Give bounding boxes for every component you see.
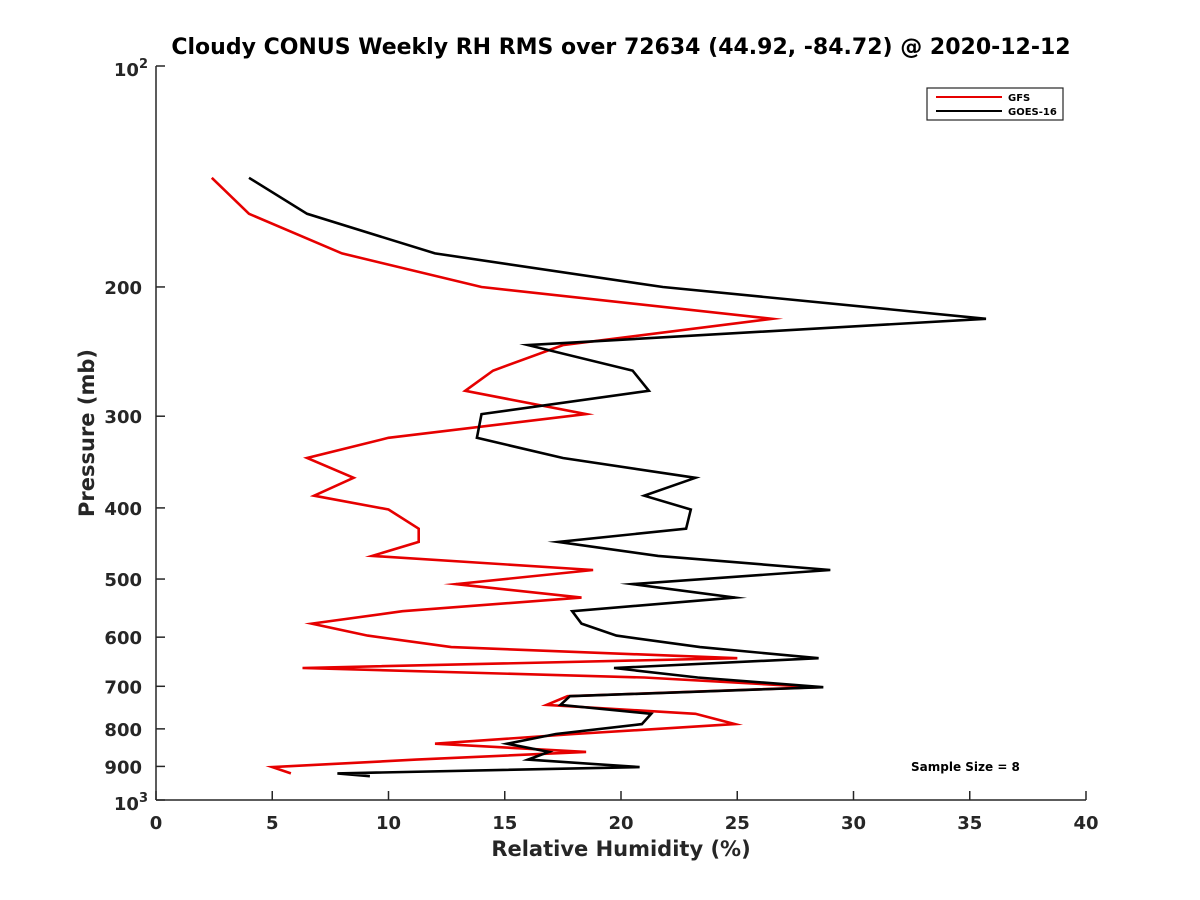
plot-area <box>155 66 1086 801</box>
legend-label-gfs: GFS <box>1008 93 1030 104</box>
sample-size-annotation: Sample Size = 8 <box>911 760 1020 774</box>
y-tick-bottom-base: 10 <box>114 794 139 815</box>
y-tick-label-top: 102 <box>114 57 148 81</box>
x-tick-label: 10 <box>376 813 401 834</box>
y-tick-label: 200 <box>104 278 142 299</box>
y-tick-top-exp: 2 <box>139 57 148 72</box>
x-tick-label: 30 <box>841 813 866 834</box>
y-tick-top-base: 10 <box>114 60 139 81</box>
y-tick-label: 700 <box>104 677 142 698</box>
legend-label-goes16: GOES-16 <box>1008 107 1057 118</box>
x-tick-label: 15 <box>492 813 517 834</box>
x-tick-label: 5 <box>266 813 279 834</box>
x-tick-label: 25 <box>725 813 750 834</box>
y-axis-label: Pressure (mb) <box>75 349 99 517</box>
series-layer <box>210 176 987 778</box>
x-tick-label: 35 <box>957 813 982 834</box>
series-line-goes16 <box>248 176 987 778</box>
x-axis-label: Relative Humidity (%) <box>491 837 750 861</box>
y-tick-group: 200 300 400 500 600 700 800 900 <box>104 65 165 801</box>
y-tick-label: 800 <box>104 720 142 741</box>
series-line-gfs <box>210 176 819 775</box>
x-tick-group: 0 5 10 15 20 25 30 35 40 <box>150 791 1099 834</box>
legend-box <box>926 87 1064 121</box>
x-tick-label: 40 <box>1073 813 1098 834</box>
y-tick-label: 500 <box>104 570 142 591</box>
y-tick-bottom-exp: 3 <box>139 791 148 806</box>
y-tick-label: 900 <box>104 757 142 778</box>
x-tick-label: 0 <box>150 813 163 834</box>
y-tick-label-bottom: 103 <box>114 791 148 815</box>
chart-title: Cloudy CONUS Weekly RH RMS over 72634 (4… <box>171 35 1070 60</box>
legend: GFS GOES-16 <box>926 87 1064 121</box>
y-tick-label: 600 <box>104 628 142 649</box>
y-tick-label: 400 <box>104 499 142 520</box>
y-tick-label: 300 <box>104 407 142 428</box>
x-tick-label: 20 <box>608 813 633 834</box>
